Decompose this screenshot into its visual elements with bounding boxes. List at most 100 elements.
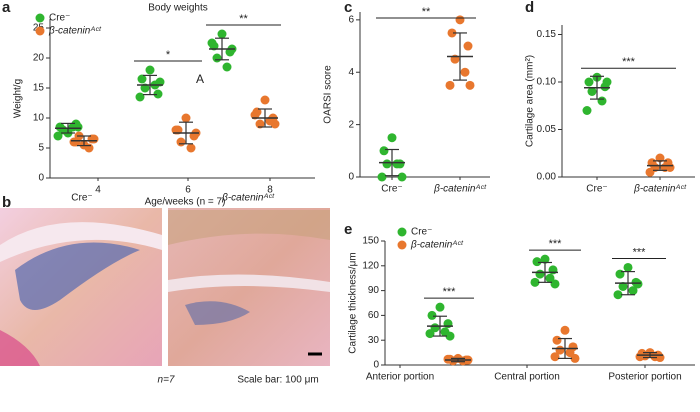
data-point bbox=[597, 96, 607, 106]
y-tick-label: 2 bbox=[348, 119, 354, 130]
data-point bbox=[425, 329, 435, 339]
data-point bbox=[618, 281, 628, 291]
data-point bbox=[212, 53, 222, 63]
data-point bbox=[540, 254, 550, 264]
data-point bbox=[73, 122, 83, 132]
histology-panel: b Cre⁻ β-cateninᴬᶜᵗ n=7 Scale bar: 100 μ… bbox=[0, 193, 330, 386]
panel-label: b bbox=[2, 194, 11, 211]
data-point bbox=[447, 28, 457, 38]
y-axis-label: Cartilage area (mm²) bbox=[525, 55, 536, 147]
y-axis-label: OARSI score bbox=[323, 65, 334, 124]
data-point bbox=[135, 92, 145, 102]
legend-label: β-cateninᴬᶜᵗ bbox=[410, 240, 464, 251]
x-tick-label: β-cateninᴬᶜᵗ bbox=[433, 184, 487, 195]
y-tick-label: 30 bbox=[368, 335, 380, 346]
significance-label: *** bbox=[633, 246, 647, 258]
data-point bbox=[222, 62, 232, 72]
data-point bbox=[455, 15, 465, 25]
data-point bbox=[153, 89, 163, 99]
bone-region bbox=[0, 330, 40, 366]
data-point bbox=[379, 146, 389, 156]
tissue-gap bbox=[0, 222, 162, 262]
legend-label: Cre⁻ bbox=[411, 227, 432, 238]
data-point bbox=[645, 167, 655, 177]
data-point bbox=[145, 65, 155, 75]
y-tick-label: 0.15 bbox=[537, 29, 557, 40]
data-point bbox=[587, 87, 597, 96]
y-axis-label: Cartilage thickness/μm bbox=[348, 252, 359, 353]
data-point bbox=[584, 77, 594, 87]
data-point bbox=[530, 277, 540, 287]
legend-marker bbox=[35, 13, 45, 23]
legend-marker bbox=[35, 26, 45, 36]
data-point bbox=[602, 77, 612, 87]
y-tick-label: 150 bbox=[362, 236, 379, 247]
data-point bbox=[443, 354, 453, 364]
data-point bbox=[445, 80, 455, 90]
data-point bbox=[387, 133, 397, 143]
significance-label: * bbox=[166, 49, 171, 61]
data-point bbox=[270, 119, 280, 129]
x-tick-label: Cre⁻ bbox=[586, 184, 607, 195]
data-point bbox=[176, 137, 186, 147]
x-tick-label: Central portion bbox=[494, 372, 560, 383]
data-point bbox=[260, 95, 270, 105]
annotation: A bbox=[196, 72, 204, 86]
data-point bbox=[552, 335, 562, 345]
legend-label: Cre⁻ bbox=[49, 13, 70, 24]
data-point bbox=[560, 325, 570, 335]
image-title: Cre⁻ bbox=[71, 193, 92, 204]
image-title: β-cateninᴬᶜᵗ bbox=[221, 193, 275, 204]
panel-label: c bbox=[344, 0, 352, 16]
y-axis-label: Weight/g bbox=[13, 79, 24, 118]
data-point bbox=[628, 286, 638, 296]
data-point bbox=[623, 262, 633, 272]
stained-region bbox=[15, 242, 140, 310]
legend-marker bbox=[397, 227, 407, 237]
x-tick-label: Cre⁻ bbox=[381, 184, 402, 195]
significance-label: ** bbox=[422, 6, 431, 18]
data-point bbox=[570, 353, 580, 363]
y-tick-label: 10 bbox=[33, 113, 45, 124]
data-point bbox=[255, 119, 265, 129]
x-axis-label: Age/weeks (n = 7) bbox=[145, 197, 226, 208]
y-tick-label: 4 bbox=[348, 67, 354, 78]
data-point bbox=[137, 74, 147, 84]
significance-label: ** bbox=[239, 13, 248, 25]
data-point bbox=[615, 269, 625, 279]
data-point bbox=[465, 80, 475, 90]
data-point bbox=[181, 113, 191, 123]
tissue-region bbox=[168, 210, 330, 245]
panel-label: d bbox=[525, 0, 534, 16]
data-point bbox=[53, 131, 63, 141]
data-point bbox=[217, 29, 227, 39]
x-tick-label: Anterior portion bbox=[366, 372, 434, 383]
data-point bbox=[69, 137, 79, 147]
data-point bbox=[460, 67, 470, 77]
y-tick-label: 0.05 bbox=[537, 124, 557, 135]
panel-label: e bbox=[344, 221, 352, 238]
data-point bbox=[382, 159, 392, 169]
y-tick-label: 0.00 bbox=[537, 172, 557, 183]
data-point bbox=[532, 257, 542, 267]
data-point bbox=[207, 38, 217, 48]
data-point bbox=[84, 143, 94, 153]
y-tick-label: 0 bbox=[38, 173, 44, 184]
data-point bbox=[613, 290, 623, 300]
data-point bbox=[463, 41, 473, 51]
y-tick-label: 0 bbox=[348, 172, 354, 183]
data-point bbox=[582, 106, 592, 115]
x-tick-label: 4 bbox=[95, 185, 101, 196]
y-tick-label: 6 bbox=[348, 14, 354, 25]
y-tick-label: 0 bbox=[373, 360, 379, 371]
legend-label: β-cateninᴬᶜᵗ bbox=[48, 26, 102, 37]
y-tick-label: 60 bbox=[368, 310, 380, 321]
y-tick-label: 120 bbox=[362, 260, 379, 271]
scale-bar-label: Scale bar: 100 μm bbox=[237, 375, 318, 386]
data-point bbox=[435, 302, 445, 312]
data-point bbox=[427, 310, 437, 320]
stained-region bbox=[185, 301, 250, 325]
y-tick-label: 0.10 bbox=[537, 77, 557, 88]
data-point bbox=[392, 159, 402, 169]
